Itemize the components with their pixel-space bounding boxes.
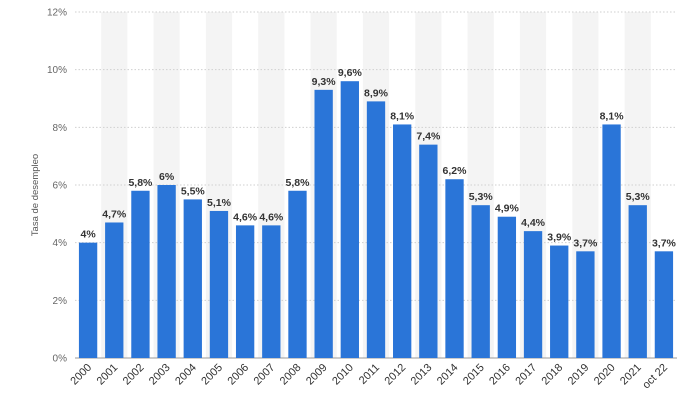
x-tick-label: 2014 [435, 362, 461, 388]
bars [78, 81, 674, 358]
x-tick-label: 2003 [147, 362, 173, 388]
x-tick-label: 2007 [252, 362, 278, 388]
x-tick-label: 2015 [461, 362, 487, 388]
bar [314, 89, 333, 358]
x-tick-label: 2002 [121, 362, 147, 388]
bar [550, 245, 569, 358]
x-tick-label: 2001 [95, 362, 121, 388]
x-tick-label: 2006 [225, 362, 251, 388]
bar [340, 81, 359, 358]
bar [602, 124, 621, 358]
data-label: 9,3% [312, 76, 337, 88]
y-tick-label: 4% [53, 238, 68, 249]
data-label: 6,2% [443, 165, 468, 177]
bar [105, 222, 124, 358]
bar [445, 179, 464, 358]
bar [209, 210, 229, 358]
bar [157, 185, 176, 358]
data-label: 4,6% [259, 211, 284, 223]
x-tick-label: 2008 [278, 362, 304, 388]
data-label: 8,9% [364, 87, 389, 99]
y-tick-label: 6% [53, 181, 68, 192]
x-tick-label: oct 22 [640, 362, 670, 392]
data-label: 5,1% [207, 197, 232, 209]
bar [471, 205, 490, 358]
data-label: 5,5% [181, 185, 206, 197]
x-tick-label: 2016 [487, 362, 513, 388]
x-tick-label: 2012 [382, 362, 408, 388]
x-tick-label: 2018 [540, 362, 566, 388]
bar [288, 190, 307, 358]
x-tick-label: 2020 [592, 362, 618, 388]
data-label: 8,1% [600, 110, 625, 122]
bar [366, 101, 386, 358]
x-tick-label: 2017 [513, 362, 539, 388]
x-tick-label: 2013 [409, 362, 435, 388]
y-tick-label: 12% [47, 8, 67, 19]
data-label: 6% [159, 171, 175, 183]
bar [235, 225, 255, 358]
data-label: 4,6% [233, 211, 258, 223]
bar [183, 199, 202, 358]
data-label: 9,6% [338, 67, 363, 79]
data-label: 5,3% [626, 191, 651, 203]
bar [523, 231, 543, 358]
bar [262, 225, 281, 358]
data-label: 5,8% [286, 177, 311, 189]
bar [497, 216, 517, 358]
data-label: 3,7% [652, 237, 677, 249]
x-tick-label: 2019 [566, 362, 592, 388]
bar [393, 124, 412, 358]
data-label: 4,4% [521, 217, 546, 229]
x-tick-label: 2010 [330, 362, 356, 388]
x-tick-label: 2011 [357, 362, 382, 387]
bar [628, 205, 647, 358]
data-labels: 4%4,7%5,8% 6%5,5%5,1%4,6% 4,6%5,8%9,3%9,6%… [80, 67, 676, 249]
bar [419, 144, 438, 358]
x-tick-label: 2004 [173, 362, 199, 388]
data-label: 5,3% [469, 191, 494, 203]
y-tick-label: 0% [53, 354, 68, 365]
x-tick-label: 2009 [304, 362, 330, 388]
data-label: 3,7% [573, 237, 598, 249]
x-axis-ticks: 2000 2001 2002 2003 2004 2005 2006 2007 2008 2009… [68, 362, 670, 392]
y-tick-label: 2% [53, 296, 68, 307]
data-label: 4,9% [495, 203, 520, 215]
data-label: 8,1% [390, 110, 415, 122]
x-tick-label: 2005 [199, 362, 225, 388]
data-label: 7,4% [416, 131, 441, 143]
data-label: 5,8% [128, 177, 153, 189]
y-axis-title: Tasa de desempleo [30, 154, 41, 236]
y-tick-label: 10% [47, 65, 67, 76]
y-axis-ticks: 0% 2% 4% 6% 8% 10% 12% [47, 8, 67, 365]
bar [576, 251, 595, 358]
x-tick-label: 2000 [68, 362, 94, 388]
bar [131, 190, 150, 358]
y-tick-label: 8% [53, 123, 68, 134]
data-label: 4,7% [102, 208, 127, 220]
bar [78, 242, 98, 358]
data-label: 3,9% [547, 232, 572, 244]
data-label: 4% [80, 229, 96, 241]
bar [654, 251, 674, 358]
